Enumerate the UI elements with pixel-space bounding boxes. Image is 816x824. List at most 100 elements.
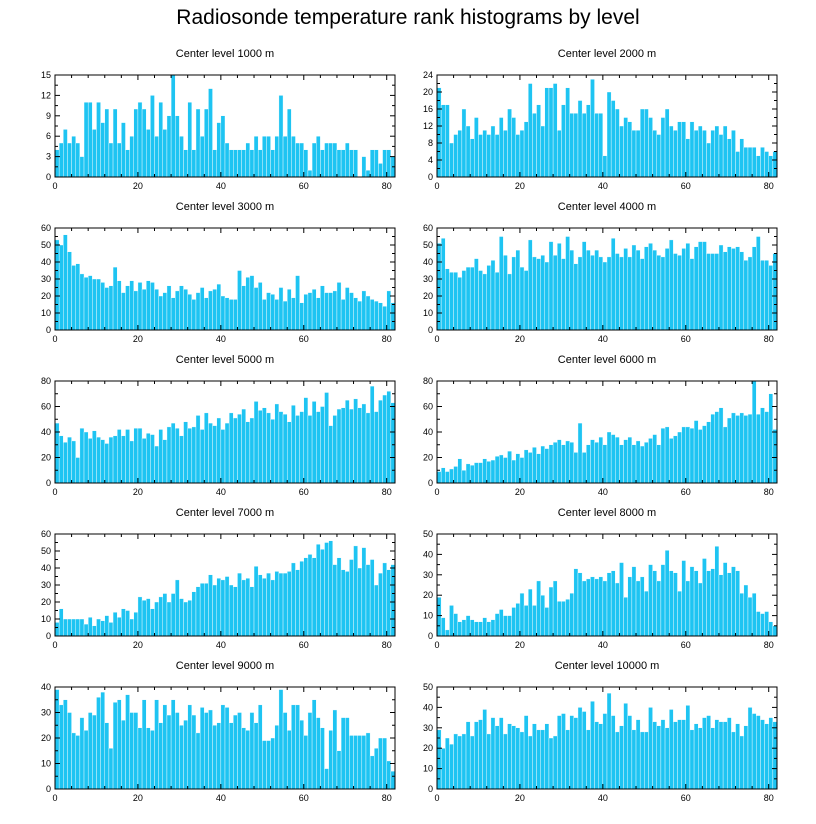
histogram-bar [540,445,546,484]
histogram-bar [129,712,134,790]
histogram-bar [772,151,778,178]
histogram-bar [390,302,396,331]
histogram-bar [303,294,309,331]
histogram-bar [382,149,387,178]
histogram-bar [677,590,682,637]
histogram-bar [606,692,612,790]
histogram-bar [307,712,313,790]
histogram-bar [67,712,72,790]
histogram-bar [386,569,392,637]
histogram-bar [764,723,769,790]
histogram-bar [112,612,118,637]
y-tick-label: 4 [428,155,433,165]
histogram-panel: Center level 5000 m 0 20 40 60 80 0 20 40 60 80 [41,354,396,497]
histogram-bar [652,130,657,178]
histogram-bar [586,104,591,178]
panel-title: Center level 2000 m [558,48,656,60]
histogram-bar [237,572,242,637]
histogram-bar [648,707,653,790]
x-tick-label: 20 [515,487,525,497]
histogram-bar [772,253,778,331]
histogram-bar [515,603,521,637]
histogram-bar [369,559,375,637]
histogram-bar [486,134,492,178]
histogram-bar [299,302,304,331]
histogram-bar [224,297,230,331]
y-tick-label: 40 [423,549,433,559]
histogram-bar [349,559,354,637]
histogram-bar [764,151,769,178]
y-tick-label: 24 [423,70,433,80]
histogram-bar [104,287,110,331]
histogram-bar [569,113,575,178]
y-tick-label: 50 [41,240,51,250]
y-tick-label: 0 [428,478,433,488]
x-tick-label: 0 [434,334,439,344]
histogram-bar [457,458,463,484]
histogram-panel: Center level 2000 m 0 20 40 60 80 0 4 8 12 16 20 24 [423,48,778,191]
histogram-bar [121,435,126,484]
histogram-bar [453,613,458,637]
histogram-bar [635,580,641,637]
histogram-bar [212,425,217,484]
histogram-bar [698,582,703,637]
histogram-bar [316,411,321,484]
histogram-bar [528,452,533,484]
y-tick-label: 50 [423,240,433,250]
histogram-bar [121,122,126,178]
histogram-bar [208,709,213,790]
panel-title: Center level 4000 m [558,201,656,213]
histogram-bar [199,583,205,637]
histogram-bar [532,723,537,790]
histogram-bar [129,618,134,637]
x-tick-label: 20 [515,793,525,803]
histogram-bar [183,421,188,484]
histogram-bar [615,731,620,790]
y-tick-label: 30 [41,274,51,284]
histogram-bar [108,436,114,484]
histogram-bar [216,417,222,484]
histogram-bar [540,595,546,637]
histogram-bar [718,244,724,331]
histogram-bar [233,714,238,790]
x-tick-label: 20 [515,181,525,191]
histogram-bar [195,415,201,484]
histogram-bar [673,435,678,484]
histogram-bar [453,134,458,178]
panel-title: Center level 6000 m [558,354,656,366]
histogram-bar [544,87,550,178]
histogram-bar [735,570,740,637]
histogram-bar [179,435,184,484]
histogram-bar [743,147,749,178]
x-tick-label: 0 [52,181,57,191]
histogram-bar [170,422,176,484]
histogram-bar [349,292,354,331]
y-tick-label: 0 [46,784,51,794]
histogram-bar [706,570,711,637]
histogram-bar [590,79,595,178]
histogram-bar [668,239,674,331]
histogram-bar [324,768,329,790]
x-tick-label: 60 [681,793,691,803]
histogram-bar [58,608,64,637]
histogram-bar [67,436,72,484]
y-tick-label: 6 [46,131,51,141]
histogram-bar [241,285,246,331]
histogram-bar [336,750,342,790]
histogram-bar [170,74,176,178]
histogram-bar [71,135,76,178]
histogram-bar [689,566,695,637]
x-tick-label: 80 [764,640,774,650]
histogram-bar [639,258,645,331]
histogram-bar [83,277,89,331]
histogram-bar [540,729,546,790]
histogram-bar [664,248,670,331]
histogram-bar [92,278,97,331]
histogram-bar [735,723,740,790]
histogram-bar [278,411,284,484]
histogram-bar [474,462,479,484]
histogram-bar [108,748,114,790]
histogram-bar [474,721,479,790]
histogram-bar [457,735,463,790]
histogram-bar [249,417,255,484]
